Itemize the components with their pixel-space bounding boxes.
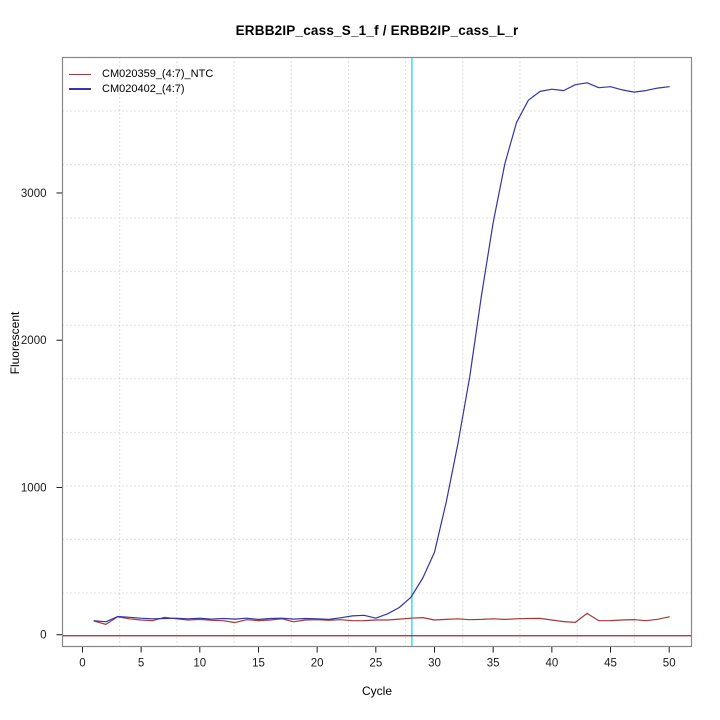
plot-box (61, 56, 693, 648)
y-tick-label: 3000 (21, 188, 47, 200)
legend-line-sample-0 (69, 73, 91, 75)
x-axis-title: Cycle (361, 684, 392, 698)
y-tick-label: 2000 (21, 335, 47, 347)
legend-line-sample-1 (69, 88, 91, 90)
x-tick-label: 5 (138, 658, 144, 670)
chart-title: ERBB2IP_cass_S_1_f / ERBB2IP_cass_L_r (235, 23, 519, 38)
x-tick-label: 0 (79, 658, 85, 670)
x-tick-label: 45 (604, 658, 617, 670)
x-tick-label: 10 (193, 658, 206, 670)
legend-item: CM020402_(4:7) (69, 82, 213, 97)
legend-item: CM020359_(4:7)_NTC (69, 67, 213, 82)
legend-label-1: CM020402_(4:7) (102, 82, 185, 95)
x-tick-label: 30 (428, 658, 441, 670)
series-line-1 (93, 82, 670, 623)
legend: CM020359_(4:7)_NTC CM020402_(4:7) (69, 67, 213, 96)
series-line-0 (93, 612, 670, 626)
x-tick-label: 20 (311, 658, 324, 670)
x-tick-label: 35 (487, 658, 500, 670)
legend-label-0: CM020359_(4:7)_NTC (102, 68, 214, 80)
x-tick-label: 25 (369, 658, 382, 670)
x-tick-label: 50 (663, 658, 676, 670)
x-tick-label: 40 (545, 658, 558, 670)
y-tick-label: 1000 (21, 482, 47, 494)
y-tick-label: 0 (40, 630, 46, 642)
x-tick-label: 15 (252, 658, 265, 670)
